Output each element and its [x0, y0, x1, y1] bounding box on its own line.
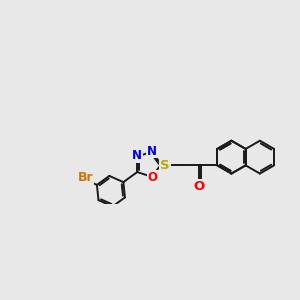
Text: S: S	[160, 159, 170, 172]
Text: N: N	[147, 145, 158, 158]
Text: O: O	[193, 180, 204, 193]
Text: N: N	[132, 149, 142, 162]
Text: O: O	[148, 171, 158, 184]
Text: Br: Br	[77, 172, 93, 184]
